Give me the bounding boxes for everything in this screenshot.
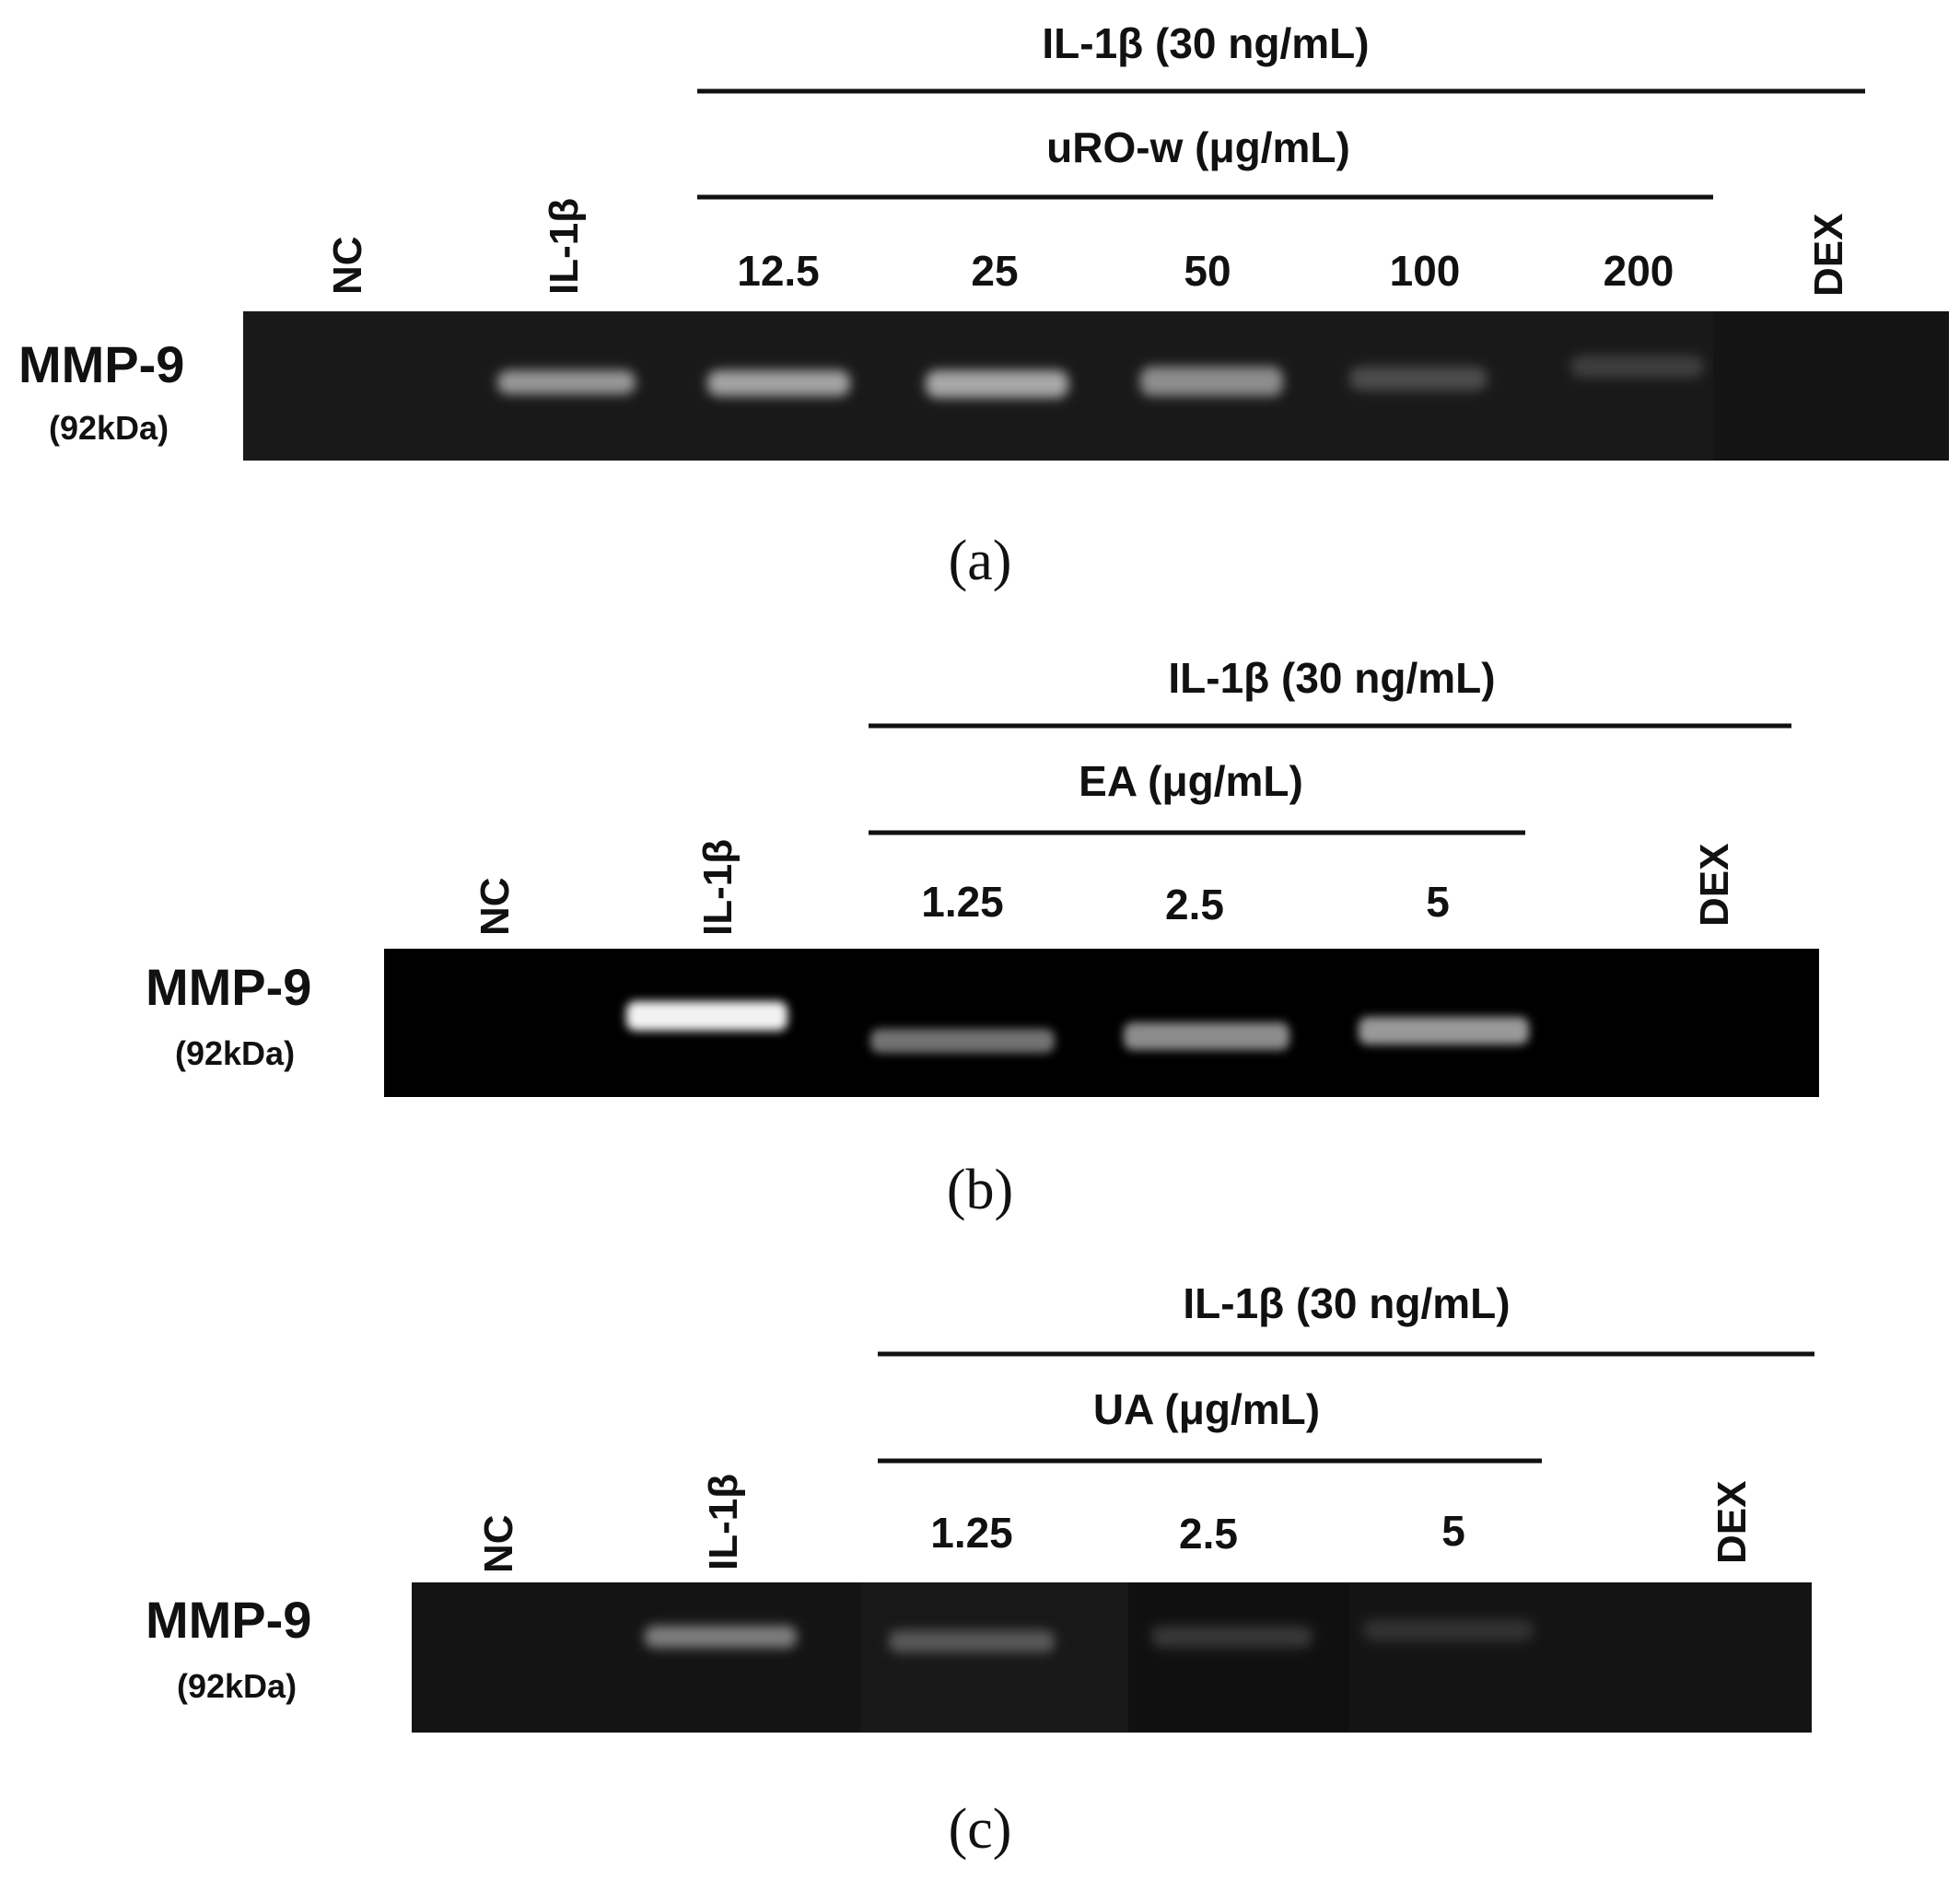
protein-label: MMP-9: [18, 335, 184, 393]
dose-label-12-5: 12.5: [737, 247, 820, 295]
band-dose-5: [1359, 1017, 1529, 1045]
lane-label-dex: DEX: [1806, 214, 1851, 297]
panel-b: IL-1β (30 ng/mL) EA (μg/mL) NC IL-1β 1.2…: [0, 626, 1960, 1253]
dose-label-1-25: 1.25: [921, 878, 1004, 926]
dose-label-50: 50: [1184, 247, 1231, 295]
band-dose-50: [1140, 367, 1283, 396]
compound-header: uRO-w (μg/mL): [1046, 123, 1350, 171]
dose-label-2-5: 2.5: [1165, 881, 1224, 928]
treatment-header: IL-1β (30 ng/mL): [1183, 1279, 1510, 1327]
gel-image: [384, 949, 1819, 1097]
band-dose-2-5: [1151, 1626, 1312, 1648]
dose-label-2-5: 2.5: [1179, 1510, 1238, 1558]
protein-label: MMP-9: [146, 1591, 311, 1649]
lane-label-il1b: IL-1β: [542, 198, 587, 295]
panel-a: IL-1β (30 ng/mL) uRO-w (μg/mL) NC IL-1β …: [0, 0, 1960, 626]
band-il1b: [497, 370, 636, 394]
gel-dark-edge: [1713, 311, 1949, 461]
lane-label-dex: DEX: [1709, 1481, 1755, 1564]
panel-c-figure: IL-1β (30 ng/mL) UA (μg/mL) NC IL-1β 1.2…: [146, 1279, 1814, 1861]
compound-header: UA (μg/mL): [1093, 1385, 1320, 1433]
band-il1b: [645, 1626, 797, 1648]
dose-label-100: 100: [1390, 247, 1461, 295]
band-il1b: [626, 1001, 788, 1031]
protein-size: (92kDa): [175, 1034, 295, 1072]
band-dose-200: [1570, 356, 1704, 378]
compound-header: EA (μg/mL): [1079, 757, 1303, 805]
dose-label-5: 5: [1441, 1507, 1465, 1555]
band-dose-12-5: [707, 370, 850, 396]
protein-size: (92kDa): [177, 1667, 297, 1705]
band-dose-5: [1363, 1619, 1534, 1641]
panel-a-figure: IL-1β (30 ng/mL) uRO-w (μg/mL) NC IL-1β …: [18, 19, 1949, 592]
treatment-header: IL-1β (30 ng/mL): [1042, 19, 1369, 67]
gel-bands: [626, 1001, 1529, 1053]
lane-label-nc: NC: [325, 236, 370, 295]
band-dose-100: [1349, 367, 1488, 391]
panel-caption: (c): [949, 1798, 1012, 1861]
panel-caption: (b): [947, 1159, 1013, 1221]
band-dose-2-5: [1124, 1022, 1289, 1050]
lane-label-il1b: IL-1β: [695, 839, 741, 936]
band-dose-1-25: [889, 1630, 1055, 1652]
dose-label-25: 25: [971, 247, 1018, 295]
gel-section-divider: [1128, 1582, 1349, 1733]
lane-label-dex: DEX: [1692, 844, 1737, 927]
gel-section-divider: [861, 1582, 1128, 1733]
panel-caption: (a): [949, 530, 1012, 592]
panel-b-figure: IL-1β (30 ng/mL) EA (μg/mL) NC IL-1β 1.2…: [146, 654, 1819, 1221]
dose-label-1-25: 1.25: [930, 1509, 1013, 1557]
panel-c: IL-1β (30 ng/mL) UA (μg/mL) NC IL-1β 1.2…: [0, 1253, 1960, 1879]
lane-label-nc: NC: [472, 877, 518, 936]
lane-label-nc: NC: [476, 1514, 521, 1573]
protein-label: MMP-9: [146, 958, 311, 1016]
gel-bands: [645, 1619, 1534, 1652]
treatment-header: IL-1β (30 ng/mL): [1168, 654, 1495, 702]
protein-size: (92kDa): [49, 409, 169, 447]
dose-label-5: 5: [1426, 878, 1450, 926]
dose-label-200: 200: [1604, 247, 1674, 295]
band-dose-1-25: [870, 1029, 1055, 1053]
gel-bands: [497, 356, 1704, 398]
band-dose-25: [926, 370, 1068, 398]
lane-label-il1b: IL-1β: [701, 1474, 746, 1570]
